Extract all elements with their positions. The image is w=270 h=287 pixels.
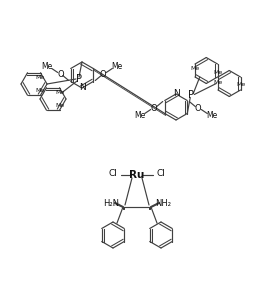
Text: O: O — [58, 70, 64, 79]
Text: Me: Me — [36, 75, 45, 80]
Text: Me: Me — [213, 69, 222, 75]
Text: O: O — [100, 70, 107, 79]
Text: O: O — [150, 104, 157, 113]
Text: P: P — [188, 90, 194, 100]
Text: Me: Me — [55, 103, 64, 108]
Text: H₂N: H₂N — [103, 199, 119, 208]
Text: Me: Me — [55, 90, 64, 95]
Text: •: • — [122, 207, 126, 213]
Text: Cl: Cl — [109, 168, 117, 177]
Text: O: O — [195, 104, 202, 113]
Text: Me: Me — [213, 79, 223, 84]
Text: Me: Me — [236, 82, 245, 88]
Text: NH₂: NH₂ — [155, 199, 171, 208]
Text: N: N — [173, 90, 179, 98]
Text: Ru: Ru — [129, 170, 145, 180]
Text: Me: Me — [41, 62, 52, 71]
Text: •: • — [148, 207, 152, 213]
Text: N: N — [79, 84, 85, 92]
Text: Me: Me — [134, 111, 145, 120]
Text: Me: Me — [36, 88, 45, 93]
Text: P: P — [76, 74, 82, 84]
Text: Me: Me — [112, 62, 123, 71]
Text: Me: Me — [207, 111, 218, 120]
Text: Cl: Cl — [157, 168, 166, 177]
Text: Me: Me — [190, 67, 200, 71]
